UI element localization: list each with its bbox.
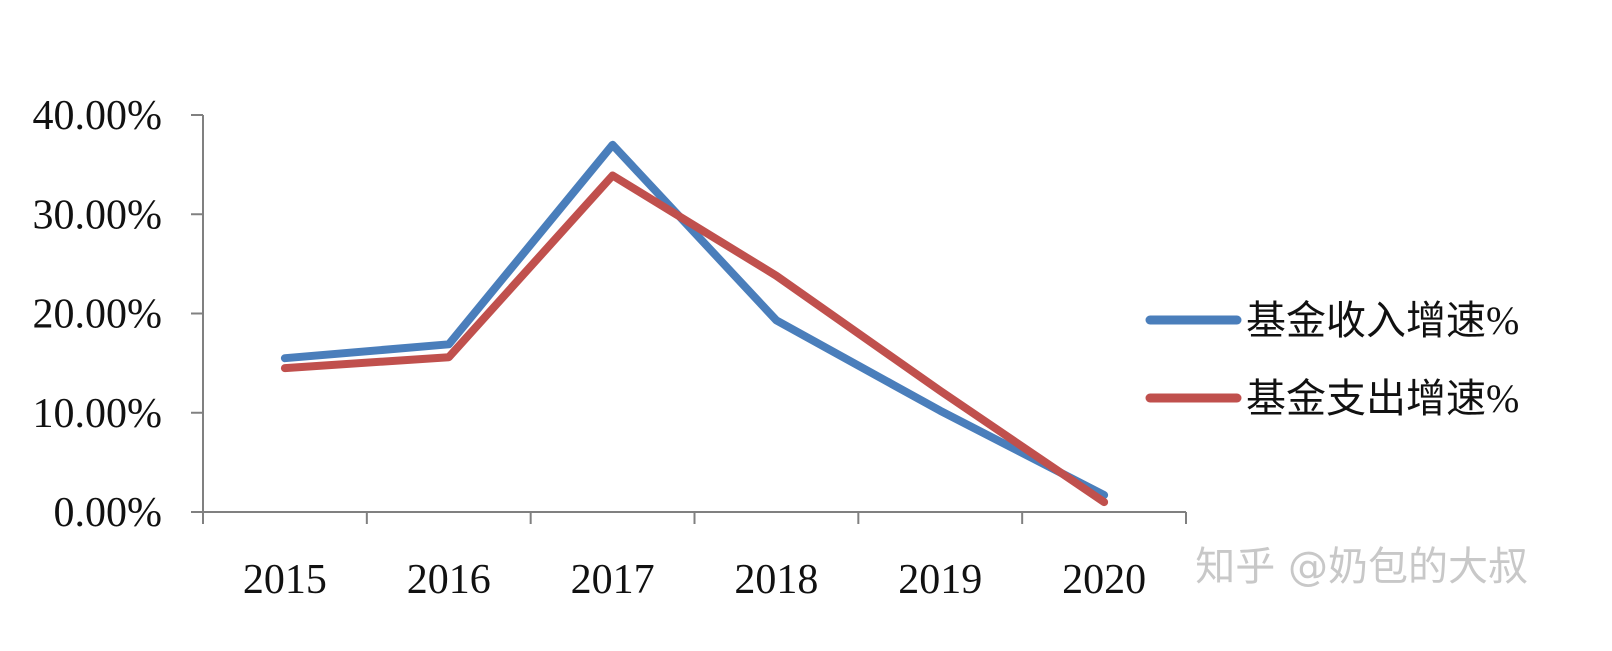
y-tick-label: 30.00%: [33, 192, 163, 238]
series-line-2: [285, 176, 1104, 503]
series-line-1: [285, 145, 1104, 495]
x-tick-label: 2017: [571, 557, 655, 603]
x-axis-ticks: 2015 2016 2017 2018 2019 2020: [203, 512, 1186, 603]
y-tick-label: 0.00%: [54, 490, 163, 536]
legend-label-1: 基金收入增速%: [1246, 298, 1519, 343]
legend-label-2: 基金支出增速%: [1246, 376, 1519, 421]
x-tick-label: 2018: [734, 557, 818, 603]
y-axis-ticks: 0.00% 10.00% 20.00% 30.00% 40.00%: [33, 93, 204, 536]
y-tick-label: 40.00%: [33, 93, 163, 139]
x-tick-label: 2015: [243, 557, 327, 603]
watermark-text: 知乎 @奶包的大叔: [1195, 544, 1528, 590]
y-tick-label: 10.00%: [33, 391, 163, 437]
series-lines: [285, 145, 1104, 503]
axes: [203, 115, 1186, 512]
legend: 基金收入增速% 基金支出增速%: [1150, 298, 1519, 421]
x-tick-label: 2019: [898, 557, 982, 603]
x-tick-label: 2016: [407, 557, 491, 603]
x-tick-label: 2020: [1062, 557, 1146, 603]
y-tick-label: 20.00%: [33, 292, 163, 338]
